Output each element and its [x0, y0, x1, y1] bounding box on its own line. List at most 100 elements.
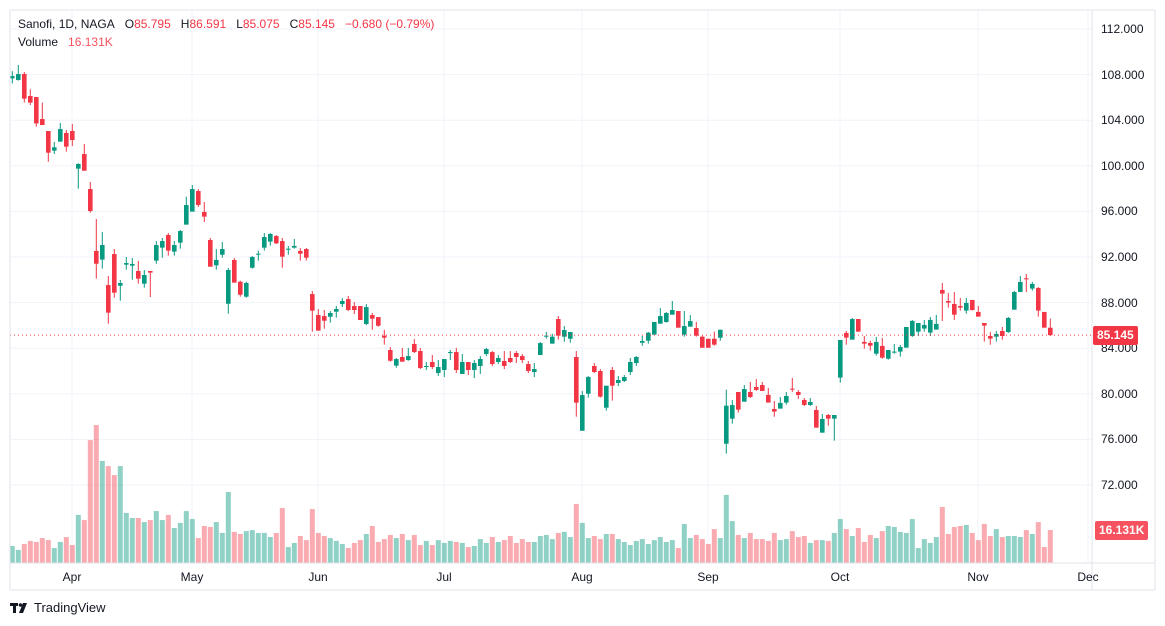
candle-body	[184, 205, 189, 225]
grid-lines	[10, 10, 1092, 563]
volume-value: 16.131K	[68, 35, 113, 49]
candle	[352, 302, 357, 314]
candle-body	[424, 365, 429, 368]
candle-body	[70, 131, 75, 141]
volume-bar	[327, 538, 333, 563]
volume-bar	[855, 528, 861, 563]
time-tick-label: Dec	[1077, 570, 1099, 584]
volume-bar	[15, 549, 21, 563]
volume-bar	[393, 538, 399, 563]
low-value: 85.075	[242, 17, 280, 31]
candle-body	[466, 361, 471, 370]
candle	[928, 316, 933, 337]
volume-bar	[951, 527, 957, 563]
candle	[538, 342, 543, 356]
candle-body	[658, 316, 663, 324]
candle	[160, 237, 165, 258]
volume-bar	[1047, 530, 1053, 563]
volume-bar	[279, 507, 285, 563]
candle-body	[274, 236, 279, 244]
volume-bar	[903, 532, 909, 563]
candle-body	[958, 306, 963, 308]
candle-body	[634, 356, 639, 364]
volume-bar	[843, 529, 849, 563]
candle	[700, 335, 705, 348]
volume-bar	[975, 540, 981, 563]
candle	[370, 312, 375, 330]
candle	[556, 316, 561, 340]
volume-bar	[573, 503, 579, 563]
candle	[724, 389, 729, 454]
candle	[202, 202, 207, 223]
volume-bar	[237, 533, 243, 563]
time-tick-label: Jun	[308, 570, 328, 584]
candle	[814, 405, 819, 428]
candle-body	[640, 341, 645, 343]
candle	[286, 245, 291, 255]
candle-body	[928, 319, 933, 333]
candle-body	[574, 356, 579, 403]
candle-body	[286, 248, 291, 250]
volume-bar	[423, 540, 429, 563]
price-tick-label: 112.000	[1101, 22, 1144, 36]
candle	[88, 181, 93, 213]
volume-bar	[333, 540, 339, 563]
time-tick-label: Oct	[830, 570, 850, 584]
volume-bar	[309, 509, 315, 563]
volume-bar	[261, 532, 267, 563]
volume-bar	[1011, 536, 1017, 563]
time-tick-label: May	[180, 570, 204, 584]
candle-body	[784, 395, 789, 403]
candle	[670, 301, 675, 315]
time-tick-label: Aug	[571, 570, 593, 584]
candle-body	[916, 323, 921, 332]
candle	[70, 123, 75, 146]
candle	[124, 257, 129, 270]
volume-label[interactable]: Volume	[18, 35, 59, 49]
candle-body	[946, 301, 951, 303]
candle	[322, 310, 327, 329]
volume-bar	[519, 539, 525, 563]
candle	[292, 238, 297, 249]
candle	[472, 360, 477, 379]
candle-body	[490, 352, 495, 365]
candle-body	[292, 245, 297, 248]
price-tick-label: 100.000	[1101, 158, 1145, 173]
volume-bar	[255, 532, 261, 563]
price-tick-label: 72.000	[1101, 478, 1138, 492]
candle-body	[88, 189, 93, 212]
candle	[148, 271, 153, 298]
candle-body	[358, 306, 363, 321]
candle-body	[676, 311, 681, 328]
volume-bar	[147, 520, 153, 563]
candle	[184, 196, 189, 225]
candle-body	[604, 385, 609, 408]
volume-bar	[111, 475, 117, 563]
candle-body	[838, 339, 843, 378]
candle	[742, 385, 747, 402]
candle	[196, 189, 201, 207]
candle-body	[1012, 291, 1017, 310]
volume-bar	[495, 541, 501, 563]
candle	[1012, 290, 1017, 310]
candle-body	[304, 249, 309, 258]
symbol-label[interactable]: Sanofi, 1D, NAGA	[18, 17, 115, 31]
candle-body	[40, 119, 45, 125]
candle-body	[418, 351, 423, 369]
candle-body	[628, 361, 633, 373]
candle	[412, 339, 417, 353]
candle	[850, 317, 855, 340]
candle	[598, 369, 603, 398]
candle-body	[382, 335, 387, 338]
candle-body	[880, 345, 885, 358]
volume-bar	[387, 534, 393, 563]
candle	[970, 299, 975, 311]
candle	[772, 400, 777, 417]
tradingview-logo[interactable]: TradingView	[10, 600, 106, 615]
candle-body	[556, 319, 561, 336]
candle	[904, 326, 909, 348]
volume-bar	[819, 540, 825, 563]
volume-bar	[957, 525, 963, 563]
volume-bar	[381, 539, 387, 563]
